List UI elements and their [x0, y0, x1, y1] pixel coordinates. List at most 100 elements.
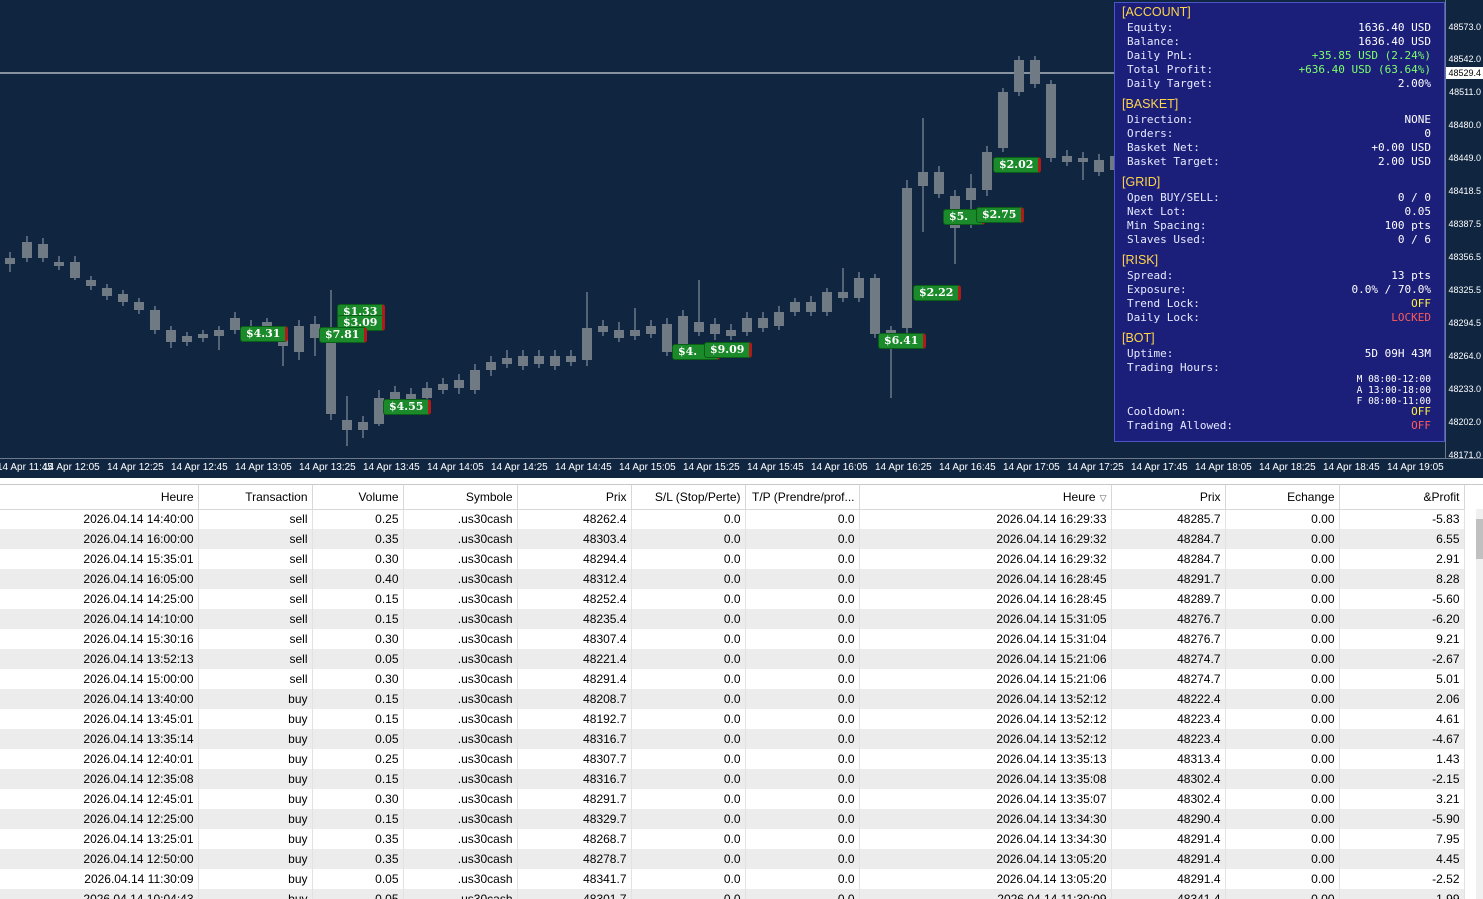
trade-profit-label[interactable]: $7.81	[319, 327, 368, 343]
cell-close-time: 2026.04.14 13:05:20	[859, 849, 1112, 869]
trade-profit-label[interactable]: $2.22	[913, 285, 962, 301]
cell-open-time: 2026.04.14 15:30:16	[0, 629, 199, 649]
cell-open-price: 48301.7	[517, 889, 632, 899]
table-row[interactable]: 2026.04.14 13:35:14 buy 0.05 .us30cash 48316…	[0, 729, 1465, 749]
candle-body	[566, 356, 576, 362]
cell-transaction: buy	[198, 849, 313, 869]
cell-close-price: 48291.4	[1111, 869, 1226, 889]
price-tick: 48325.5	[1448, 285, 1481, 295]
candle-body	[582, 328, 592, 360]
candle-body	[630, 330, 640, 336]
cell-open-time: 2026.04.14 13:52:13	[0, 649, 199, 669]
table-row[interactable]: 2026.04.14 14:40:00 sell 0.25 .us30cash 4826…	[0, 509, 1465, 529]
table-row[interactable]: 2026.04.14 13:45:01 buy 0.15 .us30cash 48192…	[0, 709, 1465, 729]
cell-transaction: buy	[198, 809, 313, 829]
column-header-close-time[interactable]: Heure ▽	[859, 485, 1112, 510]
table-row[interactable]: 2026.04.14 14:10:00 sell 0.15 .us30cash 4823…	[0, 609, 1465, 629]
trade-profit-label[interactable]: $2.02	[993, 157, 1042, 173]
cell-transaction: buy	[198, 689, 313, 709]
cell-profit: 2.91	[1339, 549, 1465, 569]
table-row[interactable]: 2026.04.14 15:35:01 sell 0.30 .us30cash 4829…	[0, 549, 1465, 569]
table-row[interactable]: 2026.04.14 15:30:16 sell 0.30 .us30cash 4830…	[0, 629, 1465, 649]
cell-volume: 0.35	[312, 829, 404, 849]
candle-body	[230, 318, 240, 330]
time-tick: 14 Apr 17:45	[1131, 462, 1188, 473]
trade-history-table[interactable]: Heure Transaction Volume Symbole Prix S/…	[0, 484, 1483, 899]
column-header-tp[interactable]: T/P (Prendre/prof...	[745, 485, 860, 510]
cell-volume: 0.05	[312, 869, 404, 889]
table-row[interactable]: 2026.04.14 11:30:09 buy 0.05 .us30cash 48341…	[0, 869, 1465, 889]
cell-close-price: 48291.7	[1111, 569, 1226, 589]
scrollbar-thumb[interactable]	[1476, 519, 1483, 559]
column-header-symbol[interactable]: Symbole	[403, 485, 518, 510]
table-row[interactable]: 2026.04.14 14:25:00 sell 0.15 .us30cash 4825…	[0, 589, 1465, 609]
candle-body	[342, 420, 352, 430]
cell-close-time: 2026.04.14 16:29:33	[859, 509, 1112, 529]
cell-open-time: 2026.04.14 12:45:01	[0, 789, 199, 809]
table-row[interactable]: 2026.04.14 12:50:00 buy 0.35 .us30cash 48278…	[0, 849, 1465, 869]
history-grid[interactable]: Heure Transaction Volume Symbole Prix S/…	[0, 485, 1465, 899]
table-row[interactable]: 2026.04.14 12:45:01 buy 0.30 .us30cash 48291…	[0, 789, 1465, 809]
table-row[interactable]: 2026.04.14 12:40:01 buy 0.25 .us30cash 48307…	[0, 749, 1465, 769]
cell-open-time: 2026.04.14 11:30:09	[0, 869, 199, 889]
table-row[interactable]: 2026.04.14 16:00:00 sell 0.35 .us30cash 4830…	[0, 529, 1465, 549]
price-chart[interactable]: 48573.0 48542.0 48511.0 48480.0 48449.0 …	[0, 0, 1483, 478]
column-header-sl[interactable]: S/L (Stop/Perte)	[631, 485, 746, 510]
candle-body	[854, 278, 864, 298]
column-header-swap[interactable]: Echange	[1225, 485, 1340, 510]
candle-body	[774, 312, 784, 326]
column-header-volume[interactable]: Volume	[312, 485, 404, 510]
table-row[interactable]: 2026.04.14 13:52:13 sell 0.05 .us30cash 4822…	[0, 649, 1465, 669]
candle-body	[918, 172, 928, 186]
table-row[interactable]: 2026.04.14 13:25:01 buy 0.35 .us30cash 48268…	[0, 829, 1465, 849]
column-header-open-time[interactable]: Heure	[0, 485, 199, 510]
cell-profit: -5.83	[1339, 509, 1465, 529]
trade-profit-label[interactable]: $9.09	[704, 342, 753, 358]
candle-body	[1030, 60, 1040, 84]
table-row[interactable]: 2026.04.14 12:35:08 buy 0.15 .us30cash 48316…	[0, 769, 1465, 789]
column-header-close-price[interactable]: Prix	[1111, 485, 1226, 510]
price-tick: 48511.0	[1449, 87, 1481, 97]
candle-body	[694, 322, 704, 332]
exposure-row: Exposure: 0.0% / 70.0%	[1127, 283, 1431, 297]
cell-close-price: 48291.4	[1111, 849, 1226, 869]
cell-tp: 0.0	[745, 669, 860, 689]
table-row[interactable]: 2026.04.14 16:05:00 sell 0.40 .us30cash 4831…	[0, 569, 1465, 589]
table-row[interactable]: 2026.04.14 12:25:00 buy 0.15 .us30cash 48329…	[0, 809, 1465, 829]
vertical-scrollbar[interactable]	[1476, 509, 1483, 899]
price-tick: 48387.5	[1448, 219, 1481, 229]
candle-body	[406, 394, 416, 400]
cell-close-time: 2026.04.14 16:28:45	[859, 569, 1112, 589]
table-row[interactable]: 2026.04.14 15:00:00 sell 0.30 .us30cash 4829…	[0, 669, 1465, 689]
cell-tp: 0.0	[745, 829, 860, 849]
candle-body	[326, 330, 336, 414]
table-row[interactable]: 2026.04.14 13:40:00 buy 0.15 .us30cash 48208…	[0, 689, 1465, 709]
orders-row: Orders: 0	[1127, 127, 1431, 141]
time-tick: 14 Apr 11:45	[0, 462, 53, 473]
cell-symbol: .us30cash	[403, 849, 518, 869]
spread-value: 13 pts	[1391, 269, 1431, 282]
trade-profit-label[interactable]: $6.41	[878, 333, 927, 349]
cell-profit: 3.21	[1339, 789, 1465, 809]
cell-swap: 0.00	[1225, 529, 1340, 549]
column-header-profit[interactable]: &Profit	[1339, 485, 1465, 510]
cell-tp: 0.0	[745, 509, 860, 529]
candle-body	[102, 288, 112, 296]
trade-profit-label[interactable]: $4.31	[240, 326, 289, 342]
daily-lock-row: Daily Lock: LOCKED	[1127, 311, 1431, 325]
next-lot-label: Next Lot:	[1127, 205, 1187, 218]
trade-profit-label[interactable]: $5.	[943, 209, 985, 225]
candle-body	[22, 242, 32, 258]
table-row[interactable]: 2026.04.14 10:04:43 buy 0.05 .us30cash 48301…	[0, 889, 1465, 899]
cell-swap: 0.00	[1225, 609, 1340, 629]
cell-swap: 0.00	[1225, 749, 1340, 769]
cell-open-price: 48235.4	[517, 609, 632, 629]
time-axis[interactable]: 14 Apr 11:45 14 Apr 12:05 14 Apr 12:25 1…	[0, 458, 1483, 478]
price-scale[interactable]: 48573.0 48542.0 48511.0 48480.0 48449.0 …	[1445, 0, 1483, 460]
trade-profit-label[interactable]: $2.75	[976, 207, 1025, 223]
trade-profit-label[interactable]: $4.55	[383, 399, 432, 415]
candle-body	[662, 324, 672, 352]
column-header-open-price[interactable]: Prix	[517, 485, 632, 510]
column-header-transaction[interactable]: Transaction	[198, 485, 313, 510]
candle-body	[182, 336, 192, 342]
